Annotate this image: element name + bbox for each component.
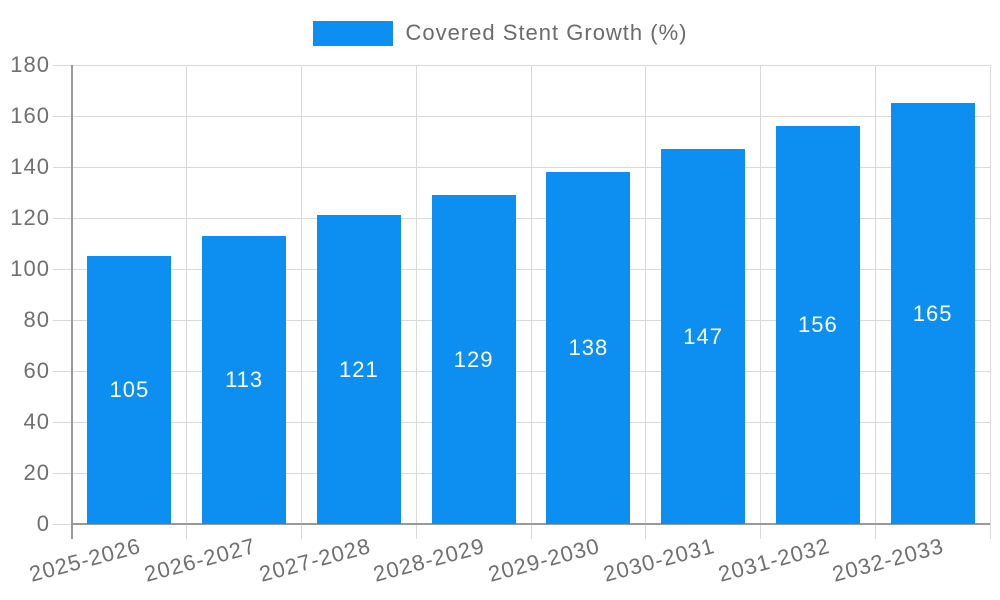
gridline-v xyxy=(301,65,302,539)
bar-value-label: 147 xyxy=(683,323,723,349)
y-tick-label: 0 xyxy=(36,511,50,536)
gridline-h xyxy=(53,421,990,423)
gridline-h xyxy=(53,115,990,117)
bar-value-label: 138 xyxy=(568,335,609,361)
bar: 105 xyxy=(87,256,172,524)
gridline-h xyxy=(53,319,990,321)
bar: 156 xyxy=(775,126,860,524)
gridline-v xyxy=(415,65,417,539)
x-tick-label: 2026-2027 xyxy=(141,533,259,587)
gridline-v xyxy=(760,65,761,539)
y-tick-label: 20 xyxy=(23,460,50,485)
gridline-h xyxy=(53,217,990,219)
y-tick-label: 160 xyxy=(10,103,50,128)
bar: 165 xyxy=(890,103,975,524)
y-tick-label: 60 xyxy=(23,358,50,383)
gridline-h xyxy=(53,268,990,270)
x-tick-label: 2032-2033 xyxy=(830,533,947,587)
bar-value-label: 129 xyxy=(453,346,494,372)
bar: 129 xyxy=(431,195,516,524)
bar: 147 xyxy=(661,149,746,524)
bar-value-label: 113 xyxy=(225,366,264,392)
bar-value-label: 165 xyxy=(912,300,953,326)
x-tick-label: 2025-2026 xyxy=(26,533,144,587)
y-axis-line xyxy=(71,65,73,539)
x-tick-label: 2030-2031 xyxy=(600,533,718,587)
x-tick-label: 2029-2030 xyxy=(485,533,603,587)
y-tick-label: 100 xyxy=(10,256,50,281)
y-tick-label: 40 xyxy=(23,409,50,434)
chart-legend: Covered Stent Growth (%) xyxy=(0,20,1000,46)
gridline-v xyxy=(874,65,876,539)
gridline-v xyxy=(186,65,188,539)
gridline-h xyxy=(53,166,990,168)
bar-value-label: 156 xyxy=(798,312,838,338)
bar: 138 xyxy=(546,172,631,524)
gridline-h xyxy=(53,472,990,474)
legend-swatch xyxy=(312,20,393,46)
x-tick-label: 2031-2032 xyxy=(715,533,833,587)
y-tick-label: 80 xyxy=(23,307,50,332)
y-tick-label: 180 xyxy=(10,52,50,77)
y-tick-label: 140 xyxy=(10,154,50,179)
gridline-h xyxy=(53,64,990,66)
x-tick-label: 2028-2029 xyxy=(371,533,488,587)
gridline-h xyxy=(53,370,990,372)
x-tick-label: 2027-2028 xyxy=(256,533,374,587)
gridline-v xyxy=(530,65,532,539)
legend-label: Covered Stent Growth (%) xyxy=(405,20,688,45)
bar-value-label: 121 xyxy=(339,356,379,382)
y-tick-label: 120 xyxy=(10,205,50,230)
gridline-v xyxy=(989,65,991,539)
x-baseline xyxy=(71,523,990,525)
gridline-v xyxy=(645,65,647,539)
bar: 113 xyxy=(202,235,287,524)
bar: 121 xyxy=(316,215,401,524)
bar-value-label: 105 xyxy=(109,377,150,403)
